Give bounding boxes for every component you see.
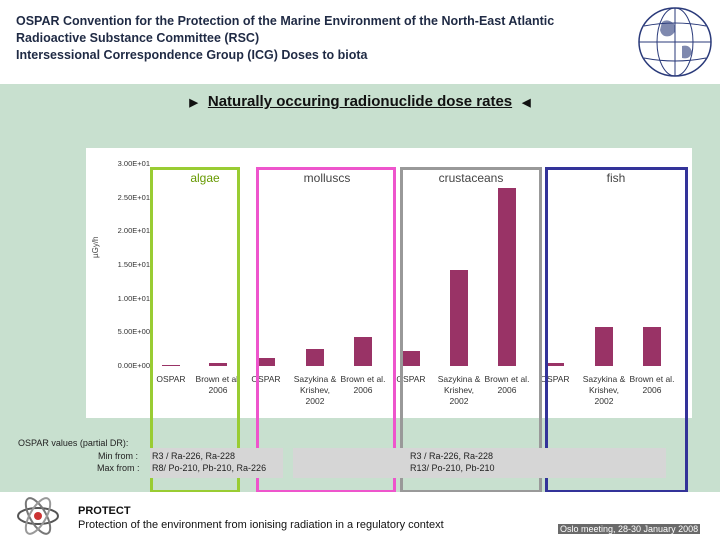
y-tick-label: 0.00E+00	[117, 361, 150, 370]
group-label-algae: algae	[190, 171, 220, 185]
bar-molluscs-0	[257, 357, 275, 366]
bar-crustaceans-0	[402, 351, 420, 366]
bar-algae-1	[209, 362, 227, 366]
algae-min-value: R3 / Ra-226, Ra-228	[152, 451, 236, 461]
x-tick-label: Brown et al. 2006	[195, 374, 241, 395]
ospar-values-heading: OSPAR values (partial DR):	[18, 438, 129, 448]
y-axis-label: µGy/h	[91, 236, 100, 258]
x-tick-label: Brown et al. 2006	[484, 374, 530, 395]
chart-area	[86, 148, 692, 418]
bar-algae-0	[162, 365, 180, 366]
crustaceans-group-box	[400, 167, 542, 493]
protect-atom-logo	[17, 497, 59, 535]
bar-fish-2	[643, 326, 661, 366]
y-tick-label: 1.50E+01	[117, 260, 150, 269]
triangle-left-icon: ◀	[522, 97, 531, 109]
x-tick-label: Sazykina & Krishev, 2002	[293, 374, 337, 406]
triangle-right-icon: ▶	[189, 97, 198, 109]
x-tick-label: OSPAR	[396, 374, 426, 384]
bar-molluscs-1	[306, 349, 324, 366]
y-tick-label: 5.00E+00	[117, 327, 150, 337]
x-tick-label: OSPAR	[540, 374, 570, 384]
x-tick-label: Sazykina & Krishev, 2002	[437, 374, 481, 406]
y-tick-label: 2.50E+01	[117, 192, 150, 202]
ospar-values-right-highlight	[293, 448, 666, 478]
y-tick-label: 2.00E+01	[117, 226, 150, 236]
bar-crustaceans-2	[498, 187, 516, 366]
molluscs-group-box	[256, 167, 396, 493]
bar-fish-0	[546, 362, 564, 366]
x-tick-label: Sazykina & Krishev, 2002	[582, 374, 626, 406]
protect-label: PROTECT	[78, 505, 131, 517]
group-label-molluscs: molluscs	[303, 171, 351, 185]
protect-tagline: Protection of the environment from ionis…	[78, 519, 444, 531]
crustaceans-min-value: R3 / Ra-226, Ra-228	[410, 451, 494, 461]
bar-crustaceans-1	[450, 270, 468, 366]
header-line-1: OSPAR Convention for the Protection of t…	[16, 14, 555, 28]
x-tick-label: Brown et al. 2006	[629, 374, 675, 395]
ospar-values-left-highlight	[150, 448, 283, 478]
meeting-info: Oslo meeting, 28-30 January 2008	[558, 524, 701, 534]
min-from-label: Min from :	[98, 451, 139, 461]
ospar-globe-logo	[638, 7, 712, 77]
slide-title: ▶ Naturally occuring radionuclide dose ra…	[0, 93, 720, 110]
crustaceans-max-value: R13/ Po-210, Pb-210	[410, 463, 495, 473]
bar-molluscs-2	[354, 337, 372, 366]
algae-group-box	[150, 167, 240, 493]
fish-group-box	[545, 167, 688, 493]
max-from-label: Max from :	[97, 463, 140, 473]
x-tick-label: OSPAR	[251, 374, 281, 384]
slide-title-text: Naturally occuring radionuclide dose rat…	[207, 93, 513, 110]
bar-fish-1	[595, 326, 613, 366]
x-tick-label: OSPAR	[156, 374, 186, 384]
x-tick-label: Brown et al. 2006	[340, 374, 386, 395]
header-line-2: Radioactive Substance Committee (RSC)	[16, 31, 260, 45]
slide-header: OSPAR Convention for the Protection of t…	[0, 0, 720, 84]
group-label-crustaceans: crustaceans	[438, 171, 504, 185]
header-line-3: Intersessional Correspondence Group (ICG…	[16, 48, 368, 62]
y-tick-label: 1.00E+01	[117, 293, 150, 303]
group-label-fish: fish	[606, 171, 626, 185]
y-tick-label: 3.00E+01	[117, 159, 150, 168]
algae-max-value: R8/ Po-210, Pb-210, Ra-226	[152, 463, 267, 473]
